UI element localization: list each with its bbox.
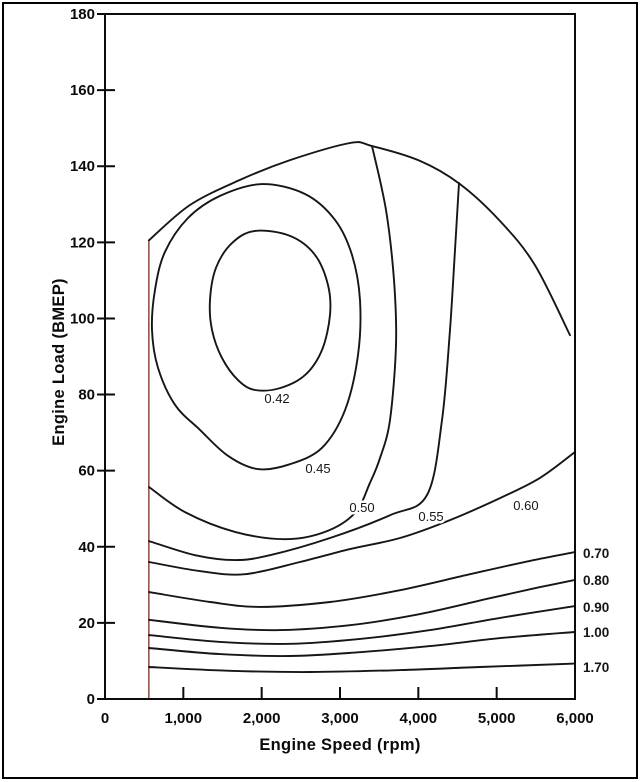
contour-label-1.00: 1.00: [583, 625, 609, 640]
y-axis-title: Engine Load (BMEP): [50, 278, 68, 446]
contour-line-0.50: [148, 145, 398, 541]
contour-label-0.90: 0.90: [583, 600, 609, 615]
contour-label-0.42: 0.42: [264, 391, 289, 406]
x-tick-label: 4,000: [400, 710, 438, 727]
y-tick-label: 0: [87, 691, 95, 708]
y-tick-label: 20: [78, 615, 95, 632]
contour-label-0.60: 0.60: [513, 498, 538, 513]
contour-line-0.42: [208, 229, 332, 392]
contour-line-1.70: [148, 662, 576, 673]
contour-label-0.55: 0.55: [418, 509, 443, 524]
x-tick-label: 1,000: [165, 710, 203, 727]
x-tick-label: 2,000: [243, 710, 281, 727]
contour-line-0.70: [148, 551, 576, 608]
y-tick-label: 120: [70, 234, 95, 251]
x-tick-label: 5,000: [478, 710, 516, 727]
y-tick-label: 40: [78, 539, 95, 556]
contour-label-0.50: 0.50: [349, 500, 374, 515]
x-tick-label: 3,000: [321, 710, 359, 727]
x-tick-label: 6,000: [556, 710, 594, 727]
y-tick-label: 60: [78, 463, 95, 480]
contour-labels-group: 0.42 0.45 0.50 0.55 0.60 0.70 0.80 0.90 1.00 1.70: [262, 388, 609, 675]
y-tick-label: 100: [70, 310, 95, 327]
y-tick-label: 80: [78, 387, 95, 404]
plot-frame: [104, 13, 576, 700]
y-tick-label: 180: [70, 6, 95, 23]
contour-lines-group: [147, 141, 576, 673]
contour-line-0.45: [150, 183, 362, 471]
tick-labels-group: 0 20 40 60 80 100 120 140 160 180 0 1,000 2,000 3,000…: [70, 6, 594, 727]
x-tick-label: 0: [101, 710, 109, 727]
y-tick-label: 160: [70, 82, 95, 99]
contour-line-1.00: [148, 631, 576, 658]
contour-label-1.70: 1.70: [583, 660, 609, 675]
x-axis-title: Engine Speed (rpm): [259, 736, 420, 754]
contour-line-0.55: [148, 182, 460, 562]
contour-line-0.90: [148, 605, 576, 645]
contour-label-0.70: 0.70: [583, 546, 609, 561]
contour-line-0.80: [148, 578, 576, 632]
contour-line-0.60: [148, 451, 576, 576]
contour-label-0.45: 0.45: [305, 461, 330, 476]
y-tick-label: 140: [70, 158, 95, 175]
contour-label-0.80: 0.80: [583, 573, 609, 588]
